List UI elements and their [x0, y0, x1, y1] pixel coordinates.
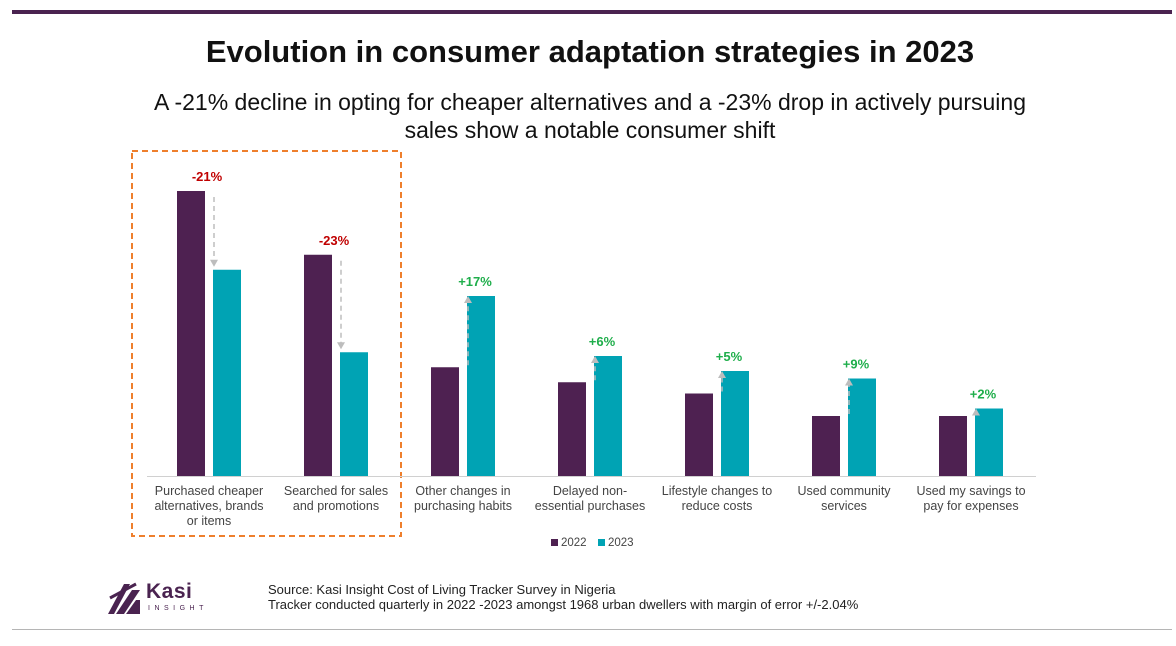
change-arrow-head: [972, 408, 980, 416]
category-label: Used my savings to: [916, 484, 1025, 498]
change-label: +2%: [970, 387, 997, 402]
page-title: Evolution in consumer adaptation strateg…: [205, 34, 975, 69]
bar-2023: [721, 371, 749, 476]
bar-2022: [177, 191, 205, 476]
category-label: reduce costs: [682, 499, 753, 513]
kasi-logo: Kasi INSIGHT: [106, 580, 216, 616]
category-label: Searched for sales: [284, 484, 388, 498]
change-arrow-head: [845, 378, 853, 386]
bar-2023: [340, 352, 368, 476]
change-arrow-head: [337, 342, 345, 350]
bar-2022: [431, 367, 459, 476]
methodology-line: Tracker conducted quarterly in 2022 -202…: [268, 597, 859, 612]
logo-wordmark: Kasi: [146, 580, 193, 603]
category-label: Lifestyle changes to: [662, 484, 773, 498]
kasi-logo-icon: [108, 582, 140, 614]
category-label: Delayed non-: [553, 484, 627, 498]
change-label: +6%: [589, 334, 616, 349]
change-label: +9%: [843, 357, 870, 372]
page-subtitle: A -21% decline in opting for cheaper alt…: [154, 89, 1026, 143]
change-arrow-head: [591, 356, 599, 363]
change-arrow-head: [464, 296, 472, 303]
bar-2023: [467, 296, 495, 476]
category-label: and promotions: [293, 499, 379, 513]
highlight-box: [131, 150, 402, 537]
bar-2022: [304, 254, 332, 476]
bar-2023: [848, 378, 876, 476]
category-label: Used community: [797, 484, 891, 498]
top-accent-bar: [12, 10, 1172, 14]
change-arrow-head: [718, 371, 726, 378]
category-label: Purchased cheaper: [155, 484, 263, 498]
change-label: +5%: [716, 349, 743, 364]
legend-swatch-2023: [598, 539, 605, 546]
legend-label-2023: 2023: [608, 537, 634, 549]
source-line: Source: Kasi Insight Cost of Living Trac…: [268, 582, 616, 597]
change-arrow-head: [210, 259, 218, 267]
bar-2023: [975, 408, 1003, 476]
legend-label-2022: 2022: [561, 537, 587, 549]
change-label: -23%: [319, 233, 350, 248]
category-label: or items: [187, 514, 231, 528]
bar-2022: [939, 416, 967, 476]
category-label: alternatives, brands: [154, 499, 263, 513]
bar-2023: [594, 356, 622, 476]
logo-subtext: INSIGHT: [148, 605, 208, 612]
change-label: -21%: [192, 169, 223, 184]
legend-swatch-2022: [551, 539, 558, 546]
bar-2023: [213, 269, 241, 476]
bar-2022: [558, 382, 586, 476]
category-label: Other changes in: [415, 484, 510, 498]
bar-2022: [685, 393, 713, 476]
bar-2022: [812, 416, 840, 476]
source-note: Source: Kasi Insight Cost of Living Trac…: [268, 582, 858, 612]
category-label: purchasing habits: [414, 499, 512, 513]
change-label: +17%: [458, 274, 492, 289]
bottom-divider: [12, 629, 1172, 630]
category-label: pay for expenses: [923, 499, 1018, 513]
category-label: services: [821, 499, 867, 513]
category-label: essential purchases: [535, 499, 645, 513]
